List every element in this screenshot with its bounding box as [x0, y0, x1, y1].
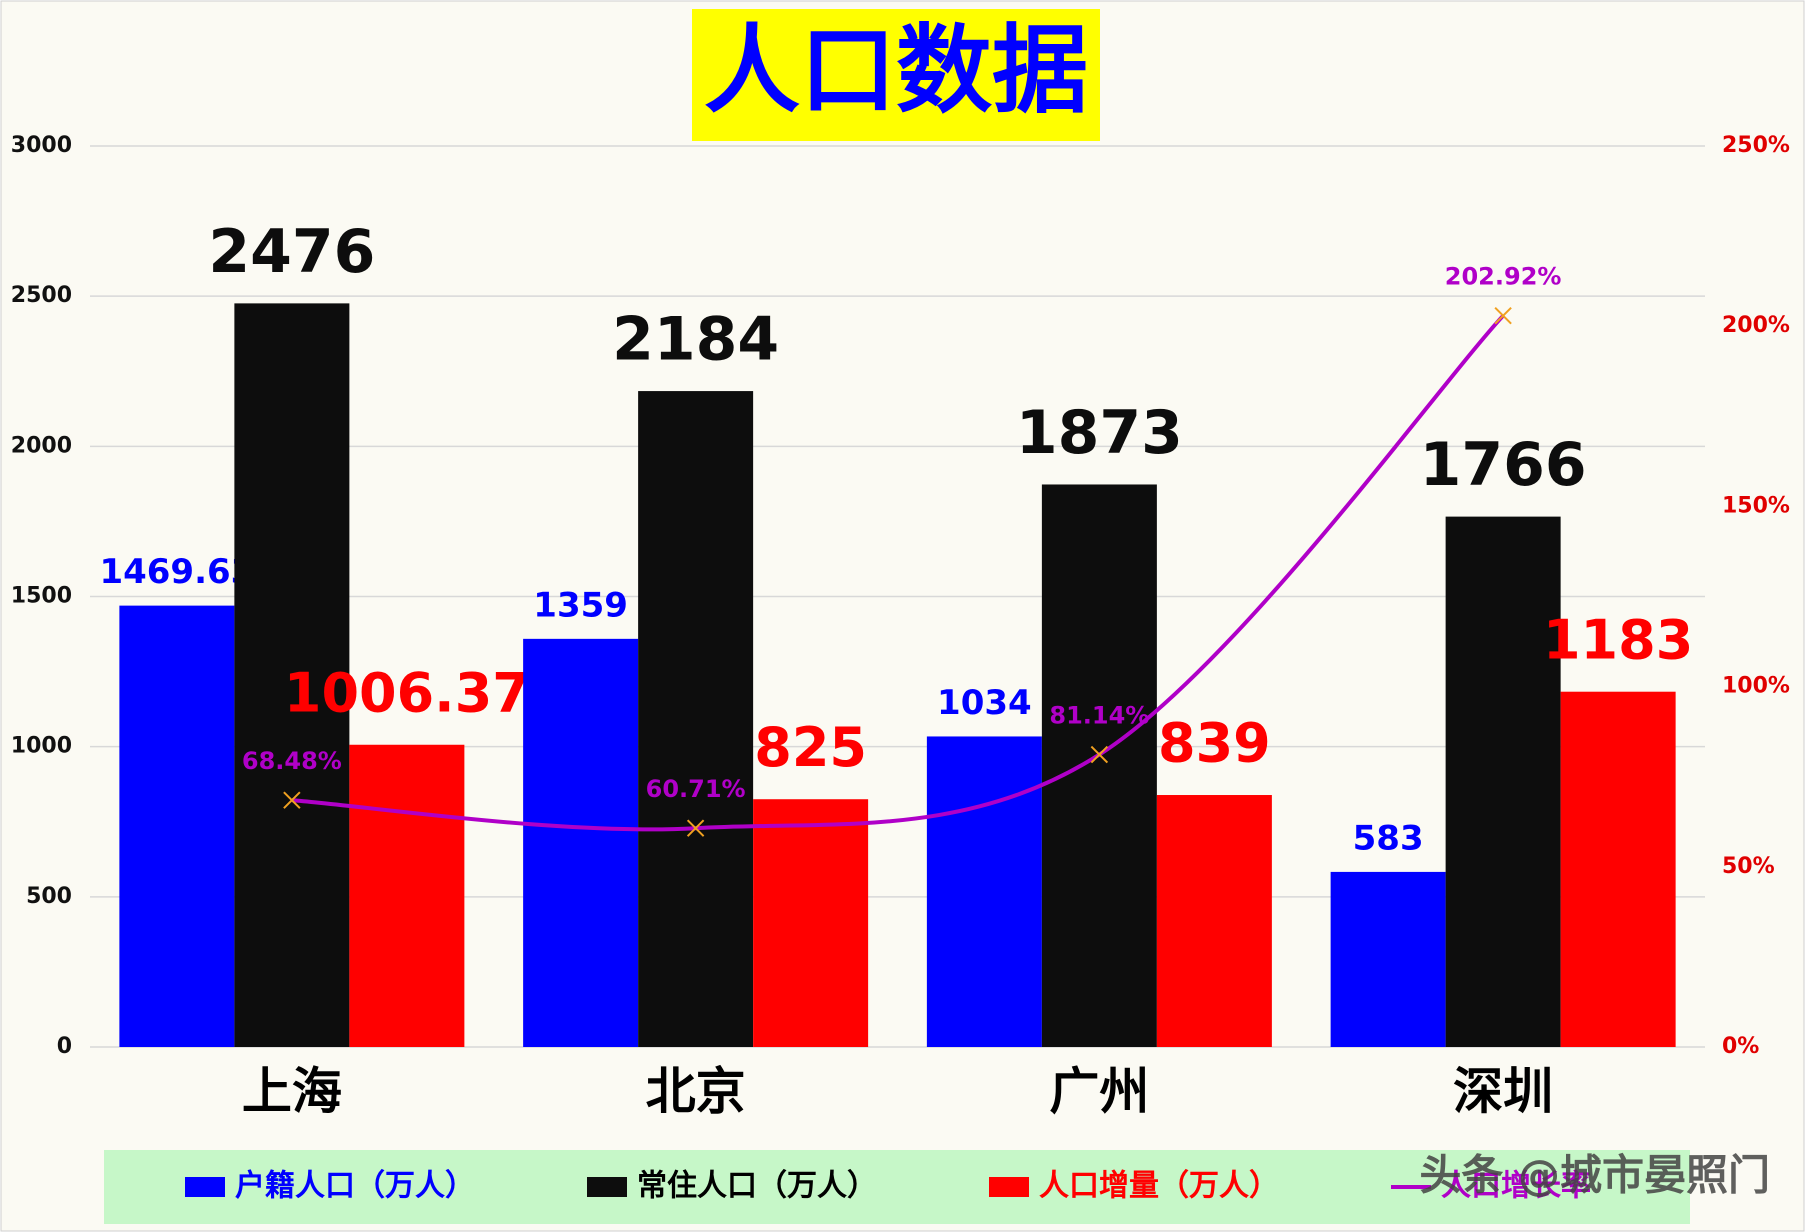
y2-tick-label: 100%: [1722, 674, 1790, 699]
legend-swatch: [185, 1177, 225, 1197]
y-tick-label: 0: [57, 1034, 72, 1059]
bar: [926, 736, 1042, 1047]
data-label: 2476: [208, 217, 375, 287]
x-tick-label: 广州: [1049, 1063, 1149, 1121]
y2-tick-label: 0%: [1722, 1034, 1759, 1059]
y2-tick-label: 200%: [1722, 313, 1790, 338]
data-label: 1359: [533, 585, 628, 625]
x-tick-label: 深圳: [1453, 1063, 1553, 1121]
y-tick-label: 1000: [11, 734, 72, 759]
x-tick-label: 北京: [646, 1063, 746, 1121]
watermark: 头条 @城市晏照门: [1419, 1151, 1770, 1200]
bar: [1560, 691, 1676, 1047]
line-label: 60.71%: [646, 775, 746, 803]
line-label: 68.48%: [242, 747, 342, 775]
data-label: 1034: [937, 683, 1032, 723]
y-tick-label: 2500: [11, 283, 72, 308]
bar: [1445, 516, 1561, 1047]
data-label: 839: [1158, 712, 1271, 775]
bar: [1041, 484, 1157, 1047]
bar: [523, 638, 639, 1047]
marker: [1494, 306, 1512, 325]
chart-title: 人口数据: [704, 14, 1088, 126]
y2-tick-label: 150%: [1722, 493, 1790, 518]
y2-tick-label: 50%: [1722, 854, 1775, 879]
x-tick-label: 上海: [242, 1063, 342, 1121]
data-label: 1469.63: [99, 552, 254, 592]
marker: [1090, 745, 1109, 764]
bar: [349, 744, 465, 1047]
data-label: 1873: [1016, 398, 1183, 468]
data-label: 583: [1353, 818, 1424, 858]
bar: [638, 391, 754, 1047]
bar: [119, 605, 235, 1047]
legend-label: 户籍人口（万人）: [235, 1169, 475, 1204]
data-label: 1006.37: [284, 661, 530, 724]
line: [291, 314, 1505, 832]
legend-label: 常住人口（万人）: [637, 1169, 877, 1204]
legend-swatch: [587, 1177, 627, 1197]
data-label: 825: [754, 716, 867, 779]
data-label: 2184: [612, 305, 779, 375]
bar: [1330, 871, 1446, 1047]
line-label: 81.14%: [1049, 702, 1149, 730]
marker: [686, 819, 705, 837]
marker: [283, 791, 301, 809]
y-tick-label: 500: [26, 884, 72, 909]
line-label: 202.92%: [1445, 263, 1562, 291]
legend-swatch: [989, 1177, 1029, 1197]
bar: [753, 799, 869, 1047]
bar: [1156, 795, 1272, 1047]
legend-label: 人口增长率: [1441, 1169, 1591, 1204]
y2-tick-label: 250%: [1722, 133, 1790, 158]
y-tick-label: 3000: [11, 133, 72, 158]
title-box: [692, 9, 1100, 141]
y-tick-label: 2000: [11, 433, 72, 458]
data-label: 1183: [1543, 608, 1693, 671]
data-label: 1766: [1420, 430, 1587, 500]
legend-label: 人口增量（万人）: [1039, 1169, 1279, 1204]
bar: [234, 303, 350, 1048]
y-tick-label: 1500: [11, 584, 72, 609]
